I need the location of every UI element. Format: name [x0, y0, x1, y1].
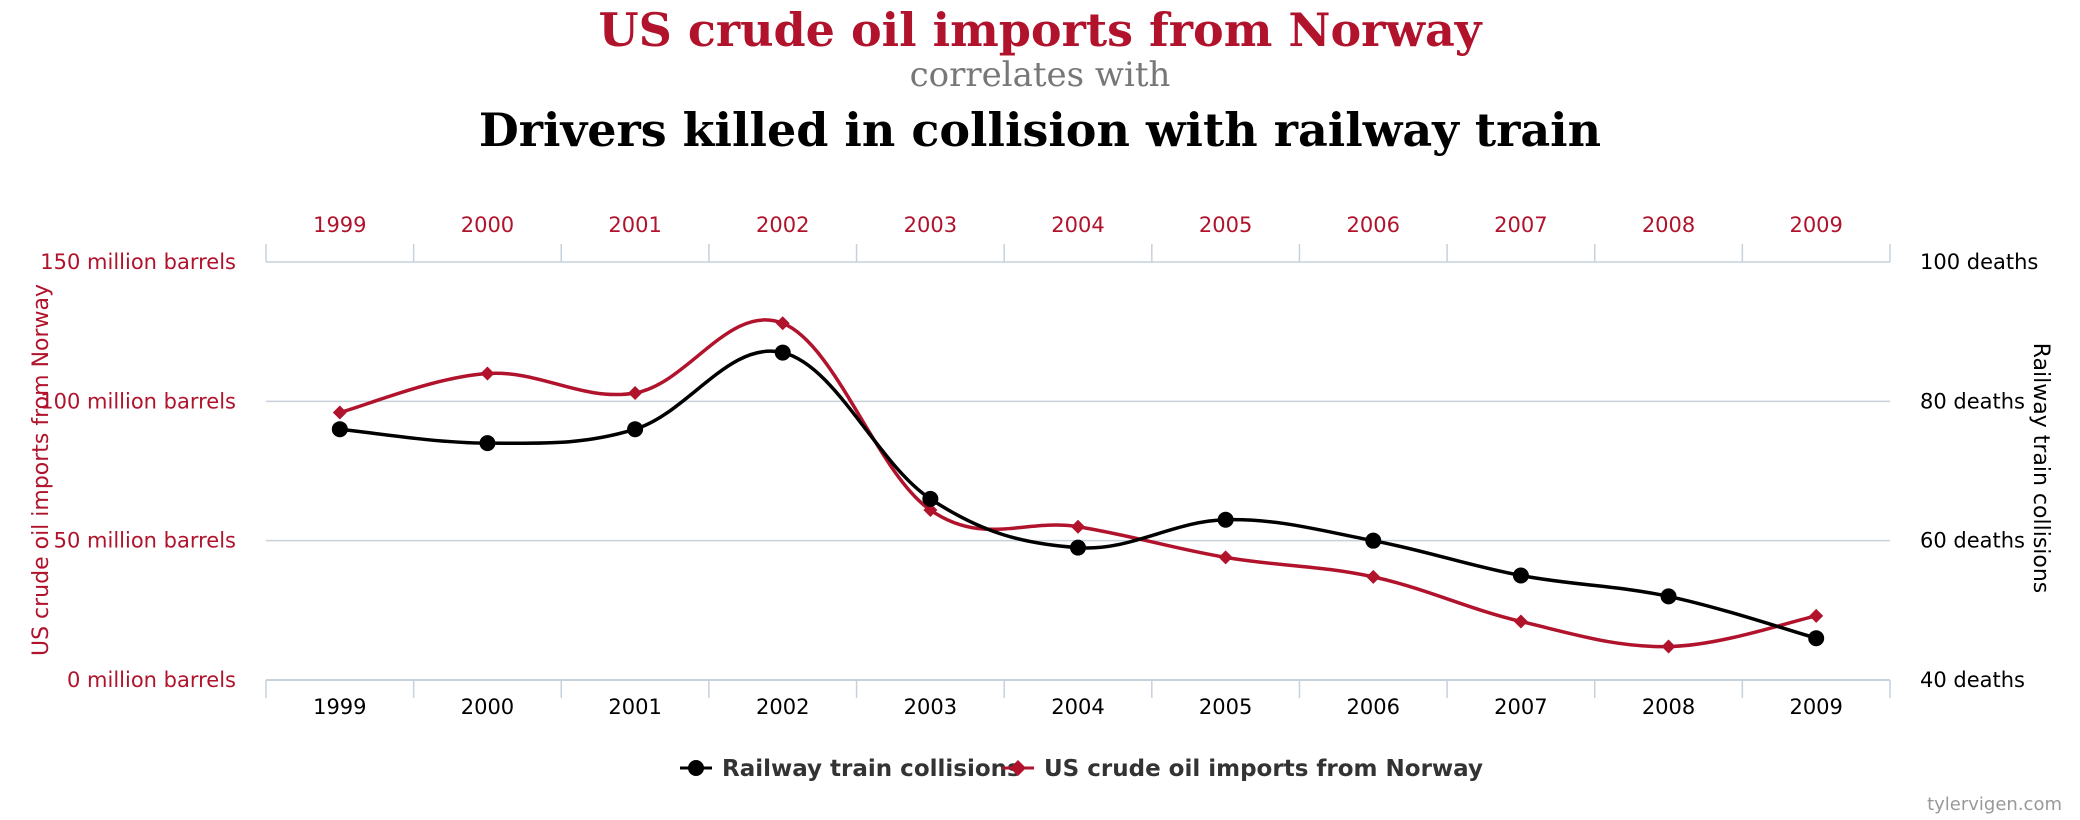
legend: Railway train collisions US crude oil im…	[680, 756, 1483, 782]
data-point-oil	[1661, 639, 1676, 654]
data-point-oil	[1513, 614, 1528, 629]
data-point-oil	[480, 366, 495, 381]
legend-label-railway: Railway train collisions	[722, 756, 1021, 782]
top-tick-label: 2006	[1347, 213, 1400, 237]
chart-title: US crude oil imports from Norway	[598, 3, 1482, 57]
left-axis-title: US crude oil imports from Norway	[29, 284, 54, 656]
bottom-tick-label: 2007	[1494, 695, 1547, 719]
top-tick-label: 2001	[608, 213, 661, 237]
data-point-oil	[923, 503, 938, 518]
right-axis-title: Railway train collisions	[2028, 343, 2053, 594]
legend-item-oil[interactable]: US crude oil imports from Norway	[1002, 756, 1483, 782]
top-tick-label: 1999	[313, 213, 366, 237]
data-point-railway	[479, 435, 496, 452]
top-tick-label: 2009	[1789, 213, 1842, 237]
top-tick-label: 2007	[1494, 213, 1547, 237]
bottom-tick-label: 2004	[1051, 695, 1104, 719]
left-tick-label: 100 million barrels	[40, 389, 236, 413]
top-tick-label: 2002	[756, 213, 809, 237]
bottom-tick-label: 2008	[1642, 695, 1695, 719]
right-tick-label: 80 deaths	[1920, 389, 2025, 413]
data-point-railway	[1365, 532, 1382, 549]
bottom-tick-label: 2001	[608, 695, 661, 719]
top-x-axis: 1999 2000 2001 2002 2003 2004 2005 2006 2007 2008…	[265, 213, 1891, 262]
bottom-tick-label: 2003	[904, 695, 957, 719]
data-point-railway	[774, 344, 791, 361]
data-point-railway	[331, 421, 348, 438]
grid-lines	[266, 261, 1890, 681]
right-tick-label: 60 deaths	[1920, 529, 2025, 553]
top-tick-label: 2004	[1051, 213, 1104, 237]
data-point-oil	[1071, 519, 1085, 534]
bottom-tick-label: 2006	[1347, 695, 1400, 719]
series-layer	[331, 316, 1825, 654]
series-line-railway	[339, 349, 1817, 640]
chart-subtitle: correlates with	[910, 55, 1171, 95]
data-point-railway	[922, 490, 939, 507]
data-point-railway	[1808, 630, 1825, 647]
legend-marker-circle	[688, 760, 704, 776]
data-point-oil	[1809, 608, 1824, 623]
data-point-railway	[1660, 588, 1677, 605]
right-tick-label: 100 deaths	[1920, 250, 2038, 274]
credit-text[interactable]: tylervigen.com	[1927, 794, 2062, 815]
bottom-tick-label: 2002	[756, 695, 809, 719]
data-point-railway	[1217, 511, 1234, 528]
legend-label-oil: US crude oil imports from Norway	[1044, 756, 1483, 782]
data-point-oil	[775, 316, 790, 331]
data-point-railway	[1512, 567, 1529, 584]
left-tick-label: 50 million barrels	[54, 529, 236, 553]
series-line-oil	[339, 318, 1817, 649]
top-tick-label: 2005	[1199, 213, 1252, 237]
right-tick-label: 40 deaths	[1920, 668, 2025, 692]
top-tick-label: 2008	[1642, 213, 1695, 237]
bottom-tick-label: 2000	[461, 695, 514, 719]
bottom-tick-label: 2005	[1199, 695, 1252, 719]
left-tick-label: 150 million barrels	[40, 250, 236, 274]
bottom-x-axis: 1999 2000 2001 2002 2003 2004 2005 2006 2007 2008…	[265, 680, 1891, 719]
data-point-oil	[332, 405, 347, 420]
data-point-oil	[1366, 569, 1381, 584]
left-tick-label: 0 million barrels	[67, 668, 236, 692]
left-y-axis: 0 million barrels 50 million barrels 100 m…	[40, 250, 236, 692]
top-tick-label: 2003	[904, 213, 957, 237]
data-point-railway	[1070, 539, 1086, 556]
data-point-oil	[628, 385, 643, 400]
legend-item-railway[interactable]: Railway train collisions	[680, 756, 1021, 782]
bottom-tick-label: 2009	[1789, 695, 1842, 719]
bottom-tick-label: 1999	[313, 695, 366, 719]
chart-title-2: Drivers killed in collision with railway…	[479, 103, 1601, 157]
data-point-railway	[627, 421, 644, 438]
right-y-axis: 40 deaths 60 deaths 80 deaths 100 deaths	[1920, 250, 2038, 692]
legend-marker-diamond	[1010, 760, 1026, 776]
data-point-oil	[1218, 550, 1233, 565]
top-tick-label: 2000	[461, 213, 514, 237]
